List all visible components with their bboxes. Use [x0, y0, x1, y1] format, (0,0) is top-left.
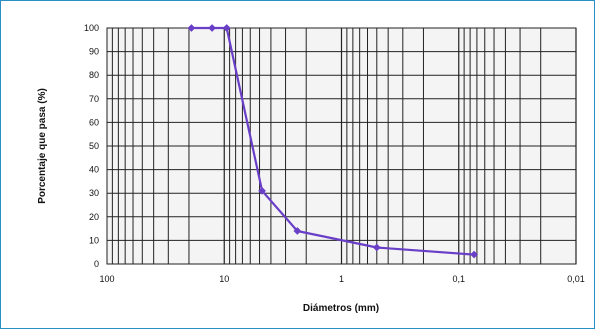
y-tick-label: 90 [89, 47, 99, 57]
y-tick-label: 40 [89, 165, 99, 175]
x-tick-label: 0,1 [452, 274, 465, 284]
data-point [187, 24, 196, 32]
x-tick-label: 1 [339, 274, 344, 284]
y-tick-label: 30 [89, 188, 99, 198]
y-axis-title: Porcentaje que pasa (%) [37, 88, 48, 204]
y-tick-label: 20 [89, 212, 99, 222]
data-point [258, 186, 267, 195]
y-tick-labels: 0 10 20 30 40 50 60 70 80 90 100 [84, 23, 99, 269]
series-group [187, 24, 479, 259]
grid-lines [107, 27, 577, 265]
y-tick-label: 50 [89, 141, 99, 151]
x-tick-labels: 100 10 1 0,1 0,01 [99, 274, 584, 284]
data-point [293, 227, 302, 235]
data-point [222, 24, 231, 32]
y-tick-label: 10 [89, 235, 99, 245]
y-tick-label: 60 [89, 117, 99, 127]
x-tick-label: 10 [219, 274, 229, 284]
data-point [470, 250, 479, 259]
x-axis-title: Diámetros (mm) [303, 303, 379, 314]
data-point [208, 24, 217, 32]
x-tick-label: 0,01 [567, 274, 585, 284]
x-tick-label: 100 [99, 274, 114, 284]
y-tick-label: 70 [89, 94, 99, 104]
y-tick-label: 100 [84, 23, 99, 33]
y-tick-label: 80 [89, 70, 99, 80]
y-tick-label: 0 [94, 259, 99, 269]
data-point [372, 243, 381, 252]
